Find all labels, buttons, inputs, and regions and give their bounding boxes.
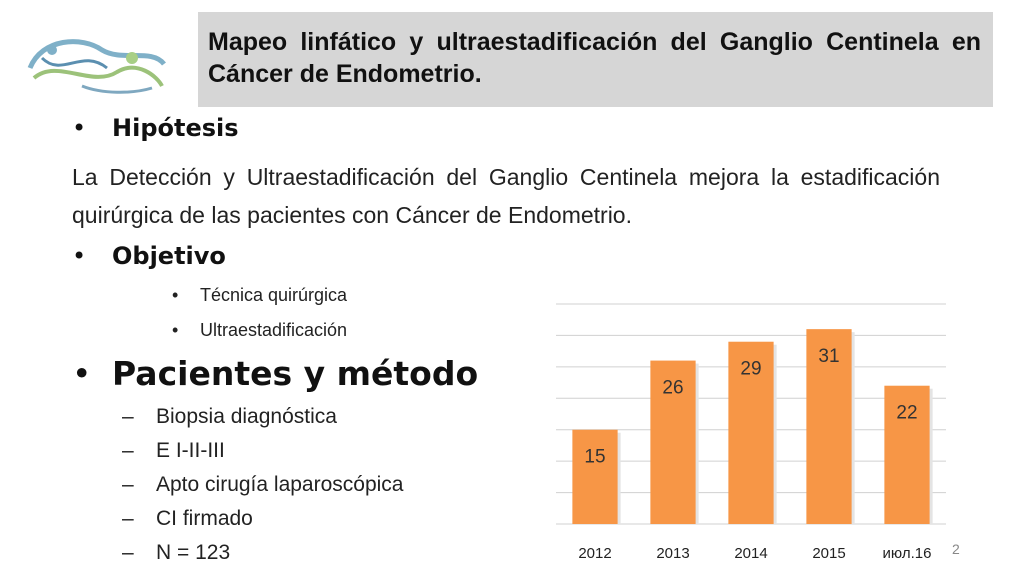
pacientes-item: – Apto cirugía laparoscópica — [122, 473, 403, 497]
bar — [650, 360, 696, 524]
hipotesis-text: La Detección y Ultraestadificación del G… — [72, 164, 940, 228]
page-number: 2 — [952, 541, 960, 557]
bar — [884, 385, 930, 524]
bullet-icon: • — [72, 114, 87, 142]
objetivo-item-label: Técnica quirúrgica — [200, 285, 348, 305]
x-tick-label: 2013 — [656, 545, 689, 562]
bar — [806, 329, 852, 524]
objetivo-label: Objetivo — [112, 242, 226, 270]
pacientes-item: – N = 123 — [122, 541, 230, 565]
bullet-icon: • — [172, 285, 179, 305]
heading-hipotesis: • Hipótesis — [72, 114, 239, 142]
pacientes-item-label: N = 123 — [156, 541, 231, 564]
bullet-icon: • — [72, 354, 92, 393]
dash-icon: – — [122, 439, 134, 462]
heading-objetivo: • Objetivo — [72, 242, 226, 270]
pacientes-item: – Biopsia diagnóstica — [122, 405, 337, 429]
pacientes-item-label: CI firmado — [156, 507, 253, 530]
x-tick-label: 2012 — [578, 545, 611, 562]
x-tick-label: 2015 — [812, 545, 845, 562]
pacientes-label: Pacientes y método — [112, 354, 479, 393]
bullet-icon: • — [72, 242, 87, 270]
bullet-icon: • — [172, 320, 179, 340]
objetivo-item: • Técnica quirúrgica — [172, 285, 347, 306]
bar — [728, 341, 774, 524]
heading-pacientes: • Pacientes y método — [72, 354, 478, 393]
data-label: 22 — [896, 403, 917, 424]
data-label: 15 — [584, 447, 605, 468]
pacientes-item: – CI firmado — [122, 507, 253, 531]
pacientes-item-label: E I-II-III — [156, 439, 225, 462]
dash-icon: – — [122, 473, 134, 496]
bar-chart: 15 2012 26 2013 29 2014 31 2015 22 июл.16 — [556, 303, 946, 562]
data-label: 26 — [662, 378, 683, 399]
bar — [572, 429, 618, 524]
x-tick-label: июл.16 — [883, 545, 932, 562]
dash-icon: – — [122, 507, 134, 530]
data-label: 29 — [740, 359, 761, 380]
hipotesis-label: Hipótesis — [112, 114, 239, 142]
x-tick-label: 2014 — [734, 545, 767, 562]
data-label: 31 — [818, 346, 839, 367]
logo-image — [27, 39, 166, 94]
pacientes-item-label: Biopsia diagnóstica — [156, 405, 337, 428]
pacientes-item: – E I-II-III — [122, 439, 225, 463]
dash-icon: – — [122, 405, 134, 428]
pacientes-item-label: Apto cirugía laparoscópica — [156, 473, 404, 496]
objetivo-item: • Ultraestadificación — [172, 320, 347, 341]
objetivo-item-label: Ultraestadificación — [200, 320, 348, 340]
slide-title: Mapeo linfático y ultraestadificación de… — [208, 28, 981, 88]
title-box: Mapeo linfático y ultraestadificación de… — [198, 12, 993, 107]
dash-icon: – — [122, 541, 134, 564]
